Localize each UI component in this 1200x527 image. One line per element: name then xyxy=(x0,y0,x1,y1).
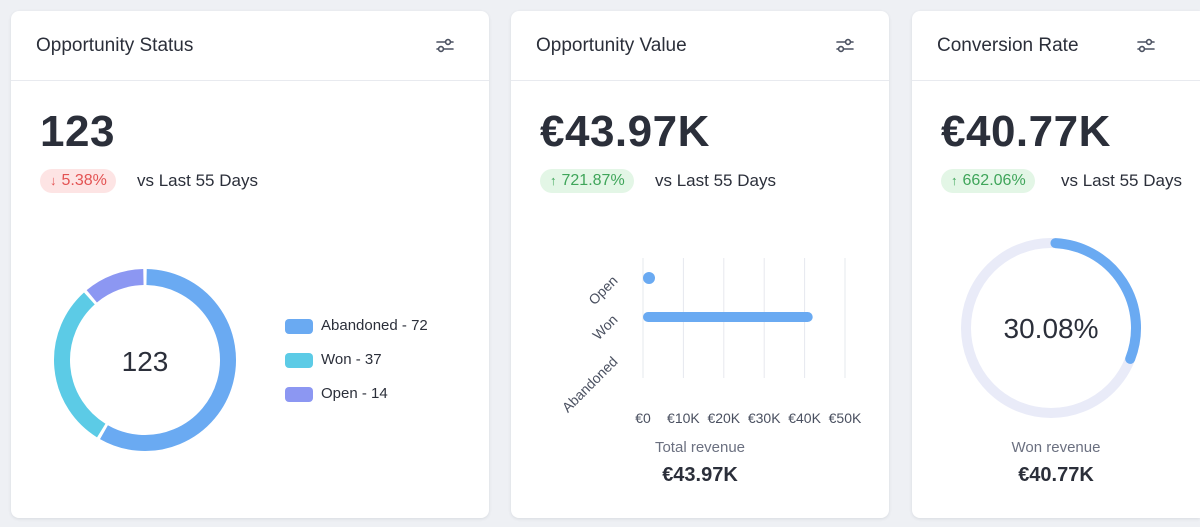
delta-badge: ↓ 5.38% xyxy=(40,169,116,193)
delta-value: 5.38% xyxy=(61,172,107,189)
y-tick-label: Abandoned xyxy=(559,353,621,415)
legend-label: Open - 14 xyxy=(321,385,388,402)
legend-label: Won - 37 xyxy=(321,351,382,368)
delta-badge: ↑ 662.06% xyxy=(941,169,1035,193)
arrow-up-icon: ↑ xyxy=(550,173,557,188)
comparison-label: vs Last 55 Days xyxy=(1061,171,1182,190)
card-title: Opportunity Status xyxy=(36,35,194,56)
arrow-down-icon: ↓ xyxy=(50,173,57,188)
sliders-icon[interactable] xyxy=(834,35,856,57)
sliders-icon[interactable] xyxy=(434,35,456,57)
opportunity-value: €43.97K xyxy=(540,107,710,156)
donut-slice-abandoned[interactable] xyxy=(100,269,236,451)
donut-center-label: 123 xyxy=(122,346,169,377)
opportunity-value-card: Opportunity Value €43.97K ↑ 721.87% vs La… xyxy=(511,11,889,518)
comparison-label: vs Last 55 Days xyxy=(655,171,776,190)
legend-swatch xyxy=(285,353,313,368)
total-revenue-label: Total revenue xyxy=(654,439,746,456)
x-tick-label: €10K xyxy=(667,410,700,426)
y-tick-label: Won xyxy=(589,311,620,342)
legend-label: Abandoned - 72 xyxy=(321,317,428,334)
card-header: Opportunity Status xyxy=(11,11,489,81)
won-revenue-value: €40.77K xyxy=(941,107,1111,156)
x-tick-label: €0 xyxy=(635,410,651,426)
won-revenue-footer-value: €40.77K xyxy=(1018,464,1094,486)
legend-swatch xyxy=(285,319,313,334)
x-tick-label: €20K xyxy=(707,410,740,426)
y-tick-label: Open xyxy=(585,272,621,308)
total-revenue-value: €43.97K xyxy=(662,464,738,486)
card-header: Opportunity Value xyxy=(511,11,889,81)
x-tick-label: €30K xyxy=(748,410,781,426)
card-title: Conversion Rate xyxy=(937,35,1079,56)
sliders-icon[interactable] xyxy=(1135,35,1157,57)
conversion-rate-card: Conversion Rate €40.77K ↑ 662.06% vs Last… xyxy=(912,11,1200,518)
bar-open[interactable] xyxy=(643,272,655,284)
gauge-label: 30.08% xyxy=(1004,313,1099,344)
donut-slice-won[interactable] xyxy=(54,292,106,438)
card-header: Conversion Rate xyxy=(912,11,1200,81)
opportunity-count: 123 xyxy=(40,107,115,156)
x-tick-label: €40K xyxy=(788,410,821,426)
x-tick-label: €50K xyxy=(829,410,862,426)
arrow-up-icon: ↑ xyxy=(951,173,958,188)
won-revenue-label: Won revenue xyxy=(1011,439,1101,456)
delta-badge: ↑ 721.87% xyxy=(540,169,634,193)
delta-value: 662.06% xyxy=(962,172,1026,189)
opportunity-status-card: Opportunity Status 123 ↓ 5.38% vs Last 55… xyxy=(11,11,489,518)
card-title: Opportunity Value xyxy=(536,35,687,56)
donut-slice-open[interactable] xyxy=(86,269,144,303)
legend-swatch xyxy=(285,387,313,402)
status-donut-chart: 123 xyxy=(54,269,236,451)
delta-value: 721.87% xyxy=(561,172,625,189)
comparison-label: vs Last 55 Days xyxy=(137,171,258,190)
gauge-progress-arc xyxy=(1050,238,1141,364)
conversion-gauge: 30.08% xyxy=(961,238,1141,418)
